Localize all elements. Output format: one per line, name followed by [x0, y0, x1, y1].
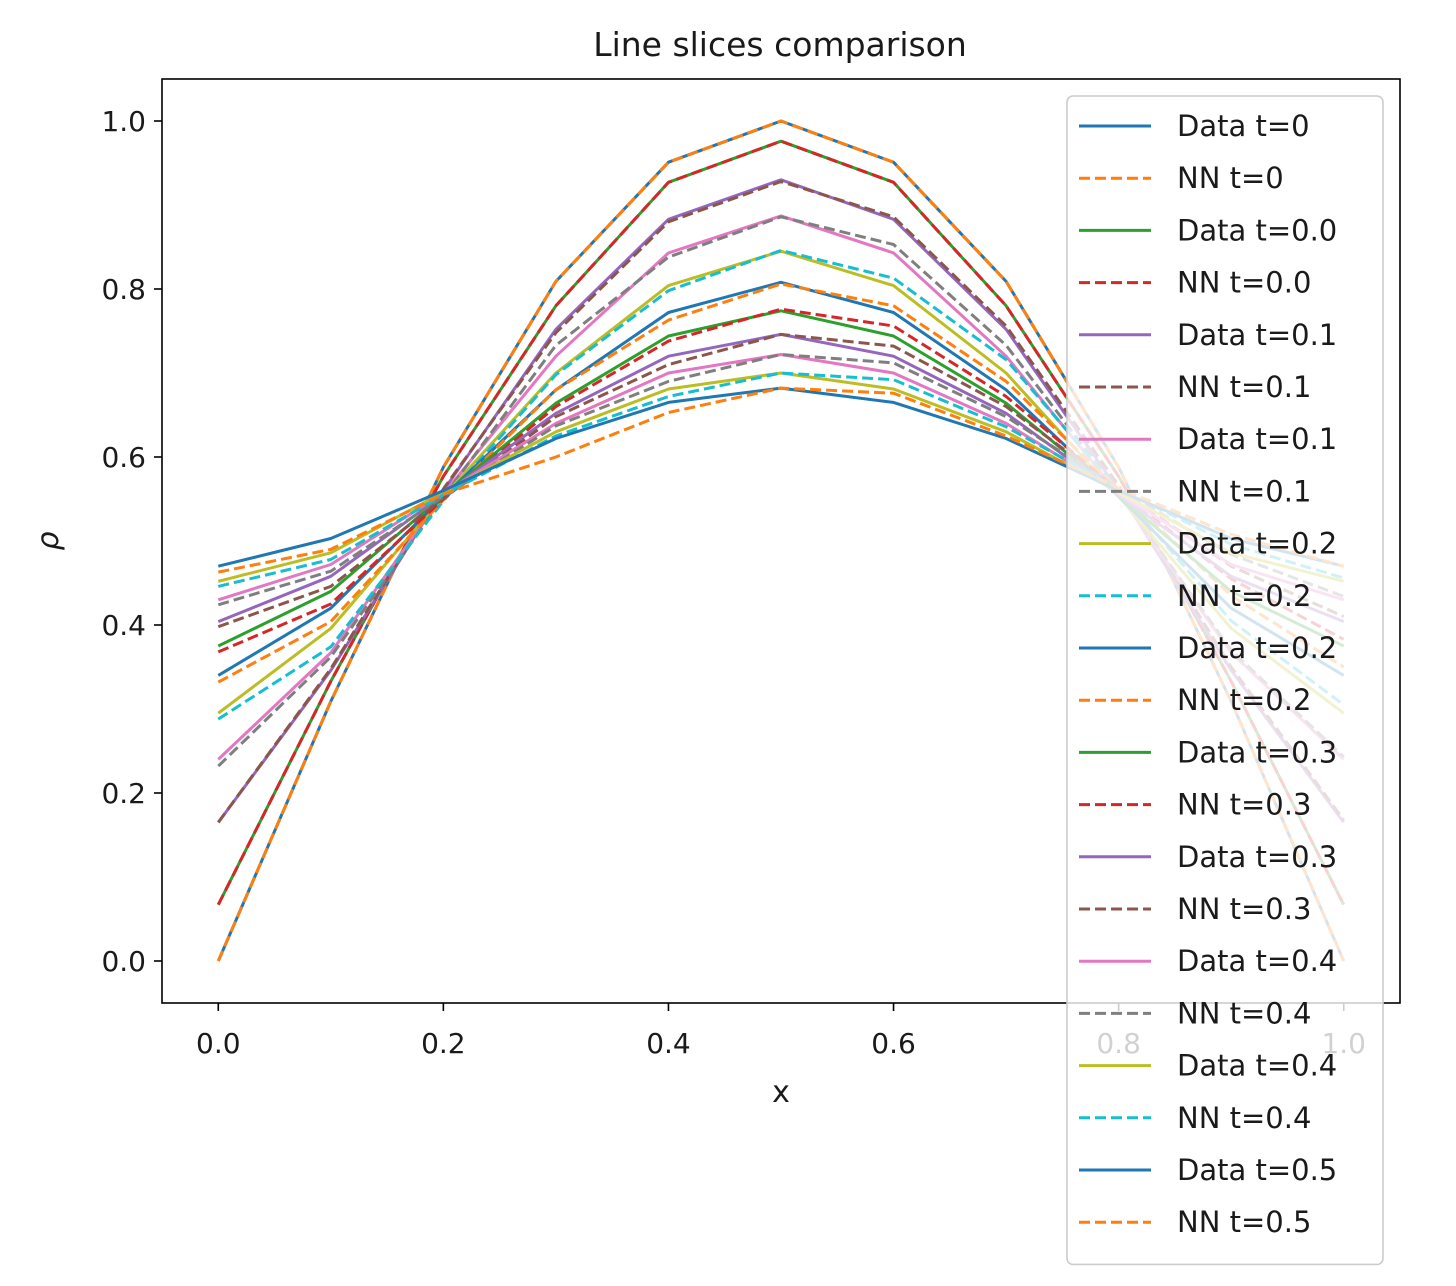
legend-label: Data t=0.3	[1177, 735, 1337, 769]
y-tick-label: 0.6	[101, 441, 146, 474]
y-axis-label: ρ	[31, 531, 66, 550]
legend-label: Data t=0.4	[1177, 1049, 1337, 1083]
x-axis-label: x	[772, 1075, 790, 1110]
x-tick-label: 0.0	[196, 1027, 241, 1060]
legend-label: Data t=0.1	[1177, 318, 1337, 352]
x-tick-label: 0.2	[421, 1027, 466, 1060]
legend-label: Data t=0.0	[1177, 213, 1337, 247]
plot-frame	[161, 78, 1401, 1004]
legend-label: NN t=0.5	[1177, 1205, 1311, 1239]
x-tick-label: 0.4	[646, 1027, 691, 1060]
y-tick-label: 0.4	[101, 609, 146, 642]
legend-label: NN t=0.1	[1177, 370, 1311, 404]
legend-label: NN t=0	[1177, 161, 1284, 195]
legend-label: NN t=0.2	[1177, 683, 1311, 717]
legend-label: Data t=0	[1177, 109, 1310, 143]
legend-label: Data t=0.1	[1177, 422, 1337, 456]
chart-title: Line slices comparison	[593, 25, 967, 64]
y-axis: 0.0 0.2 0.4 0.6 0.8 1.0	[101, 105, 162, 978]
legend-label: Data t=0.3	[1177, 840, 1337, 874]
legend-label: Data t=0.4	[1177, 944, 1337, 978]
legend-label: NN t=0.2	[1177, 579, 1311, 613]
series-line-16	[217, 332, 1345, 629]
legend: Data t=0 NN t=0 Data t=0.0 NN t=0.0 Data t=0…	[1066, 95, 1384, 1266]
legend-label: NN t=0.3	[1177, 788, 1311, 822]
legend-label: NN t=0.1	[1177, 474, 1311, 508]
legend-label: Data t=0.2	[1177, 527, 1337, 561]
x-tick-label: 0.6	[871, 1027, 916, 1060]
legend-label: NN t=0.4	[1177, 1101, 1311, 1135]
y-tick-label: 0.2	[101, 777, 146, 810]
legend-label: Data t=0.2	[1177, 631, 1337, 665]
series-line-10	[217, 248, 1345, 721]
y-tick-label: 1.0	[101, 105, 146, 138]
y-tick-label: 0.8	[101, 273, 146, 306]
legend-label: NN t=0.0	[1177, 266, 1311, 300]
legend-label: NN t=0.4	[1177, 996, 1311, 1030]
legend-label: Data t=0.5	[1177, 1153, 1337, 1187]
legend-label: NN t=0.3	[1177, 892, 1311, 926]
y-tick-label: 0.0	[101, 945, 146, 978]
